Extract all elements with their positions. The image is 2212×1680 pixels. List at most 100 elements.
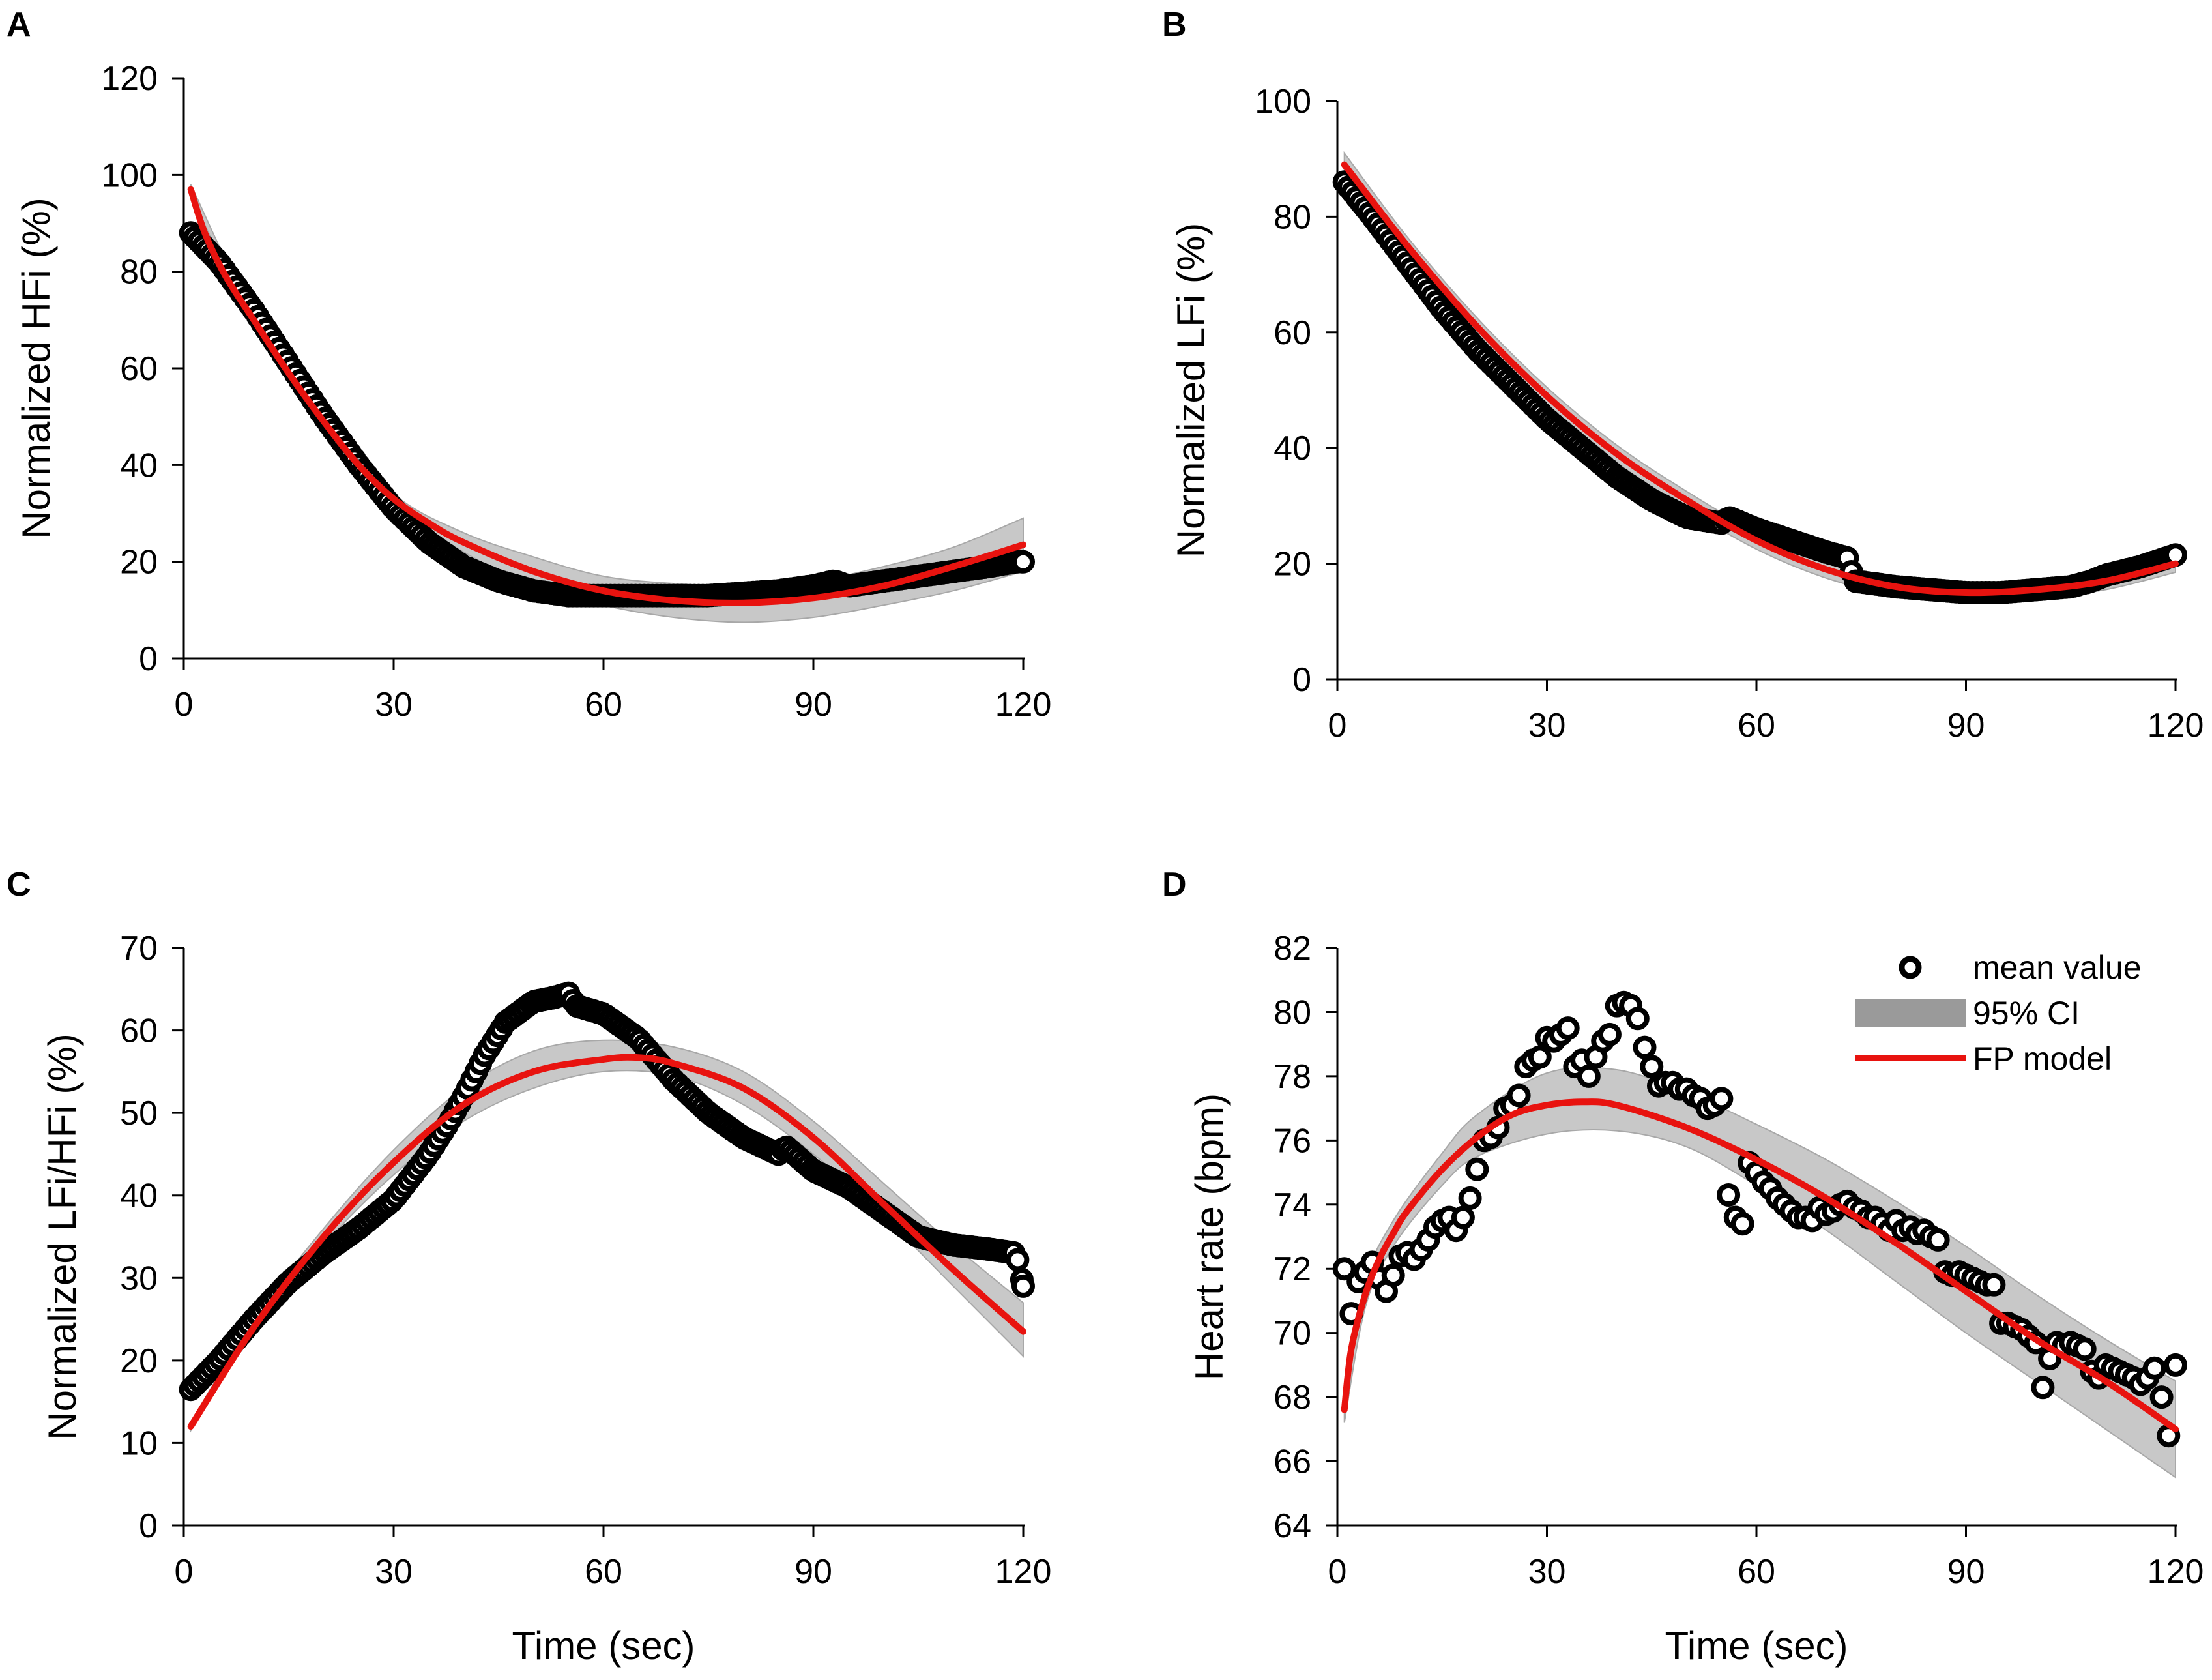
data-point bbox=[1926, 1228, 1950, 1252]
x-tick-label: 60 bbox=[585, 1553, 622, 1591]
y-tick-label: 10 bbox=[120, 1424, 158, 1462]
panel-d: D 0 30 60 90 120 64 66 68 70 72 74 76 78 80 82 Time (sec… bbox=[1162, 866, 2204, 1668]
x-tick-label: 60 bbox=[585, 686, 622, 724]
y-tick-label: 120 bbox=[101, 60, 158, 98]
y-tick-label: 0 bbox=[1292, 661, 1311, 699]
x-tick-label: 120 bbox=[2147, 707, 2204, 744]
data-point bbox=[2149, 1385, 2174, 1409]
data-point bbox=[1982, 1273, 2006, 1297]
data-point bbox=[1633, 1035, 1657, 1059]
x-tick-label: 30 bbox=[375, 686, 413, 724]
y-tick-label: 40 bbox=[120, 1177, 158, 1215]
x-tick-label: 30 bbox=[1528, 707, 1566, 744]
model-line-d bbox=[1341, 1098, 2179, 1433]
model-line-c bbox=[187, 1054, 1026, 1430]
data-point bbox=[1717, 1183, 1741, 1207]
data-point bbox=[1640, 1055, 1664, 1079]
y-tick-label: 60 bbox=[120, 1012, 158, 1050]
y-tick-label: 100 bbox=[101, 156, 158, 194]
y-tick-label: 20 bbox=[1273, 546, 1311, 583]
legend-swatch-ci bbox=[1855, 999, 1966, 1027]
y-tick-label: 74 bbox=[1273, 1186, 1311, 1224]
legend-label-model: FP model bbox=[1973, 1040, 2112, 1077]
model-line-b bbox=[1341, 161, 2179, 597]
data-point bbox=[2164, 1353, 2187, 1377]
legend: mean value 95% CI FP model bbox=[1855, 949, 2142, 1077]
y-tick-label: 72 bbox=[1273, 1250, 1311, 1288]
panel-letter-a: A bbox=[7, 6, 31, 44]
y-tick-label: 20 bbox=[120, 1342, 158, 1380]
data-point bbox=[1381, 1263, 1405, 1288]
y-tick-label: 80 bbox=[1273, 198, 1311, 236]
model-line-a bbox=[187, 186, 1026, 606]
y-axis-title-d: Heart rate (bpm) bbox=[1187, 1093, 1231, 1380]
y-tick-label: 60 bbox=[1273, 314, 1311, 352]
data-point bbox=[1528, 1045, 1552, 1069]
x-tick-label: 0 bbox=[1328, 1553, 1347, 1591]
x-tick-label: 90 bbox=[1947, 1553, 1985, 1591]
panel-b: B 0 30 60 90 120 0 20 40 60 80 100 Normalized LFi (%… bbox=[1162, 6, 2204, 744]
y-tick-label: 40 bbox=[120, 447, 158, 484]
data-point bbox=[1710, 1087, 1734, 1111]
x-axis-title-d: Time (sec) bbox=[1665, 1624, 1848, 1668]
x-tick-label: 60 bbox=[1738, 1553, 1775, 1591]
y-tick-label: 80 bbox=[1273, 994, 1311, 1031]
y-tick-label: 80 bbox=[120, 254, 158, 291]
x-tick-label: 90 bbox=[1947, 707, 1985, 744]
y-tick-label: 82 bbox=[1273, 930, 1311, 967]
data-point bbox=[1451, 1205, 1475, 1230]
x-tick-label: 30 bbox=[1528, 1553, 1566, 1591]
y-tick-label: 70 bbox=[120, 930, 158, 967]
data-point bbox=[1332, 1257, 1356, 1281]
y-tick-label: 68 bbox=[1273, 1379, 1311, 1417]
x-tick-label: 120 bbox=[995, 686, 1052, 724]
y-tick-label: 70 bbox=[1273, 1315, 1311, 1353]
data-point bbox=[2031, 1376, 2055, 1400]
markers-a bbox=[179, 221, 1035, 608]
panel-c: C 0 30 60 90 120 0 10 20 30 40 50 60 70 Time (sec) Norm… bbox=[7, 866, 1051, 1668]
data-point bbox=[1597, 1022, 1622, 1046]
x-tick-label: 0 bbox=[1328, 707, 1347, 744]
x-tick-label: 0 bbox=[175, 686, 194, 724]
x-tick-label: 120 bbox=[2147, 1553, 2204, 1591]
data-point bbox=[1011, 1274, 1035, 1298]
y-tick-label: 78 bbox=[1273, 1058, 1311, 1096]
x-tick-label: 0 bbox=[175, 1553, 194, 1591]
data-point bbox=[1625, 1007, 1650, 1031]
panel-letter-c: C bbox=[7, 866, 31, 904]
x-tick-label: 90 bbox=[794, 1553, 832, 1591]
data-point bbox=[1465, 1157, 1489, 1181]
data-point bbox=[1011, 550, 1035, 574]
panel-a: A 0 30 60 90 120 0 20 40 60 80 100 120 Normalized HFi… bbox=[7, 6, 1051, 724]
y-tick-label: 0 bbox=[139, 1507, 158, 1545]
y-axis-title-a: Normalized HFi (%) bbox=[14, 198, 58, 538]
x-tick-label: 90 bbox=[794, 686, 832, 724]
data-point bbox=[1458, 1186, 1482, 1210]
x-tick-label: 30 bbox=[375, 1553, 413, 1591]
ci-band-d bbox=[1343, 1067, 2176, 1479]
panel-letter-b: B bbox=[1162, 6, 1187, 44]
data-point bbox=[1556, 1016, 1580, 1040]
data-point bbox=[1507, 1083, 1531, 1108]
y-tick-label: 64 bbox=[1273, 1507, 1311, 1545]
y-tick-label: 40 bbox=[1273, 430, 1311, 467]
y-tick-label: 50 bbox=[120, 1095, 158, 1132]
y-tick-label: 20 bbox=[120, 544, 158, 582]
data-point bbox=[1577, 1064, 1601, 1088]
panel-letter-d: D bbox=[1162, 866, 1187, 904]
data-point bbox=[1006, 1248, 1030, 1272]
y-tick-label: 0 bbox=[139, 640, 158, 678]
y-axis-title-c: Normalized LFi/HFi (%) bbox=[40, 1033, 84, 1439]
legend-label-ci: 95% CI bbox=[1973, 995, 2080, 1031]
legend-marker-mean bbox=[1899, 956, 1922, 979]
data-point bbox=[2142, 1356, 2166, 1380]
x-tick-label: 120 bbox=[995, 1553, 1052, 1591]
y-tick-label: 76 bbox=[1273, 1122, 1311, 1160]
data-point bbox=[2073, 1337, 2097, 1361]
y-tick-label: 30 bbox=[120, 1260, 158, 1297]
x-axis-title-c: Time (sec) bbox=[512, 1624, 695, 1668]
markers-b bbox=[1332, 170, 2187, 604]
y-tick-label: 66 bbox=[1273, 1443, 1311, 1481]
legend-label-mean: mean value bbox=[1973, 949, 2142, 986]
